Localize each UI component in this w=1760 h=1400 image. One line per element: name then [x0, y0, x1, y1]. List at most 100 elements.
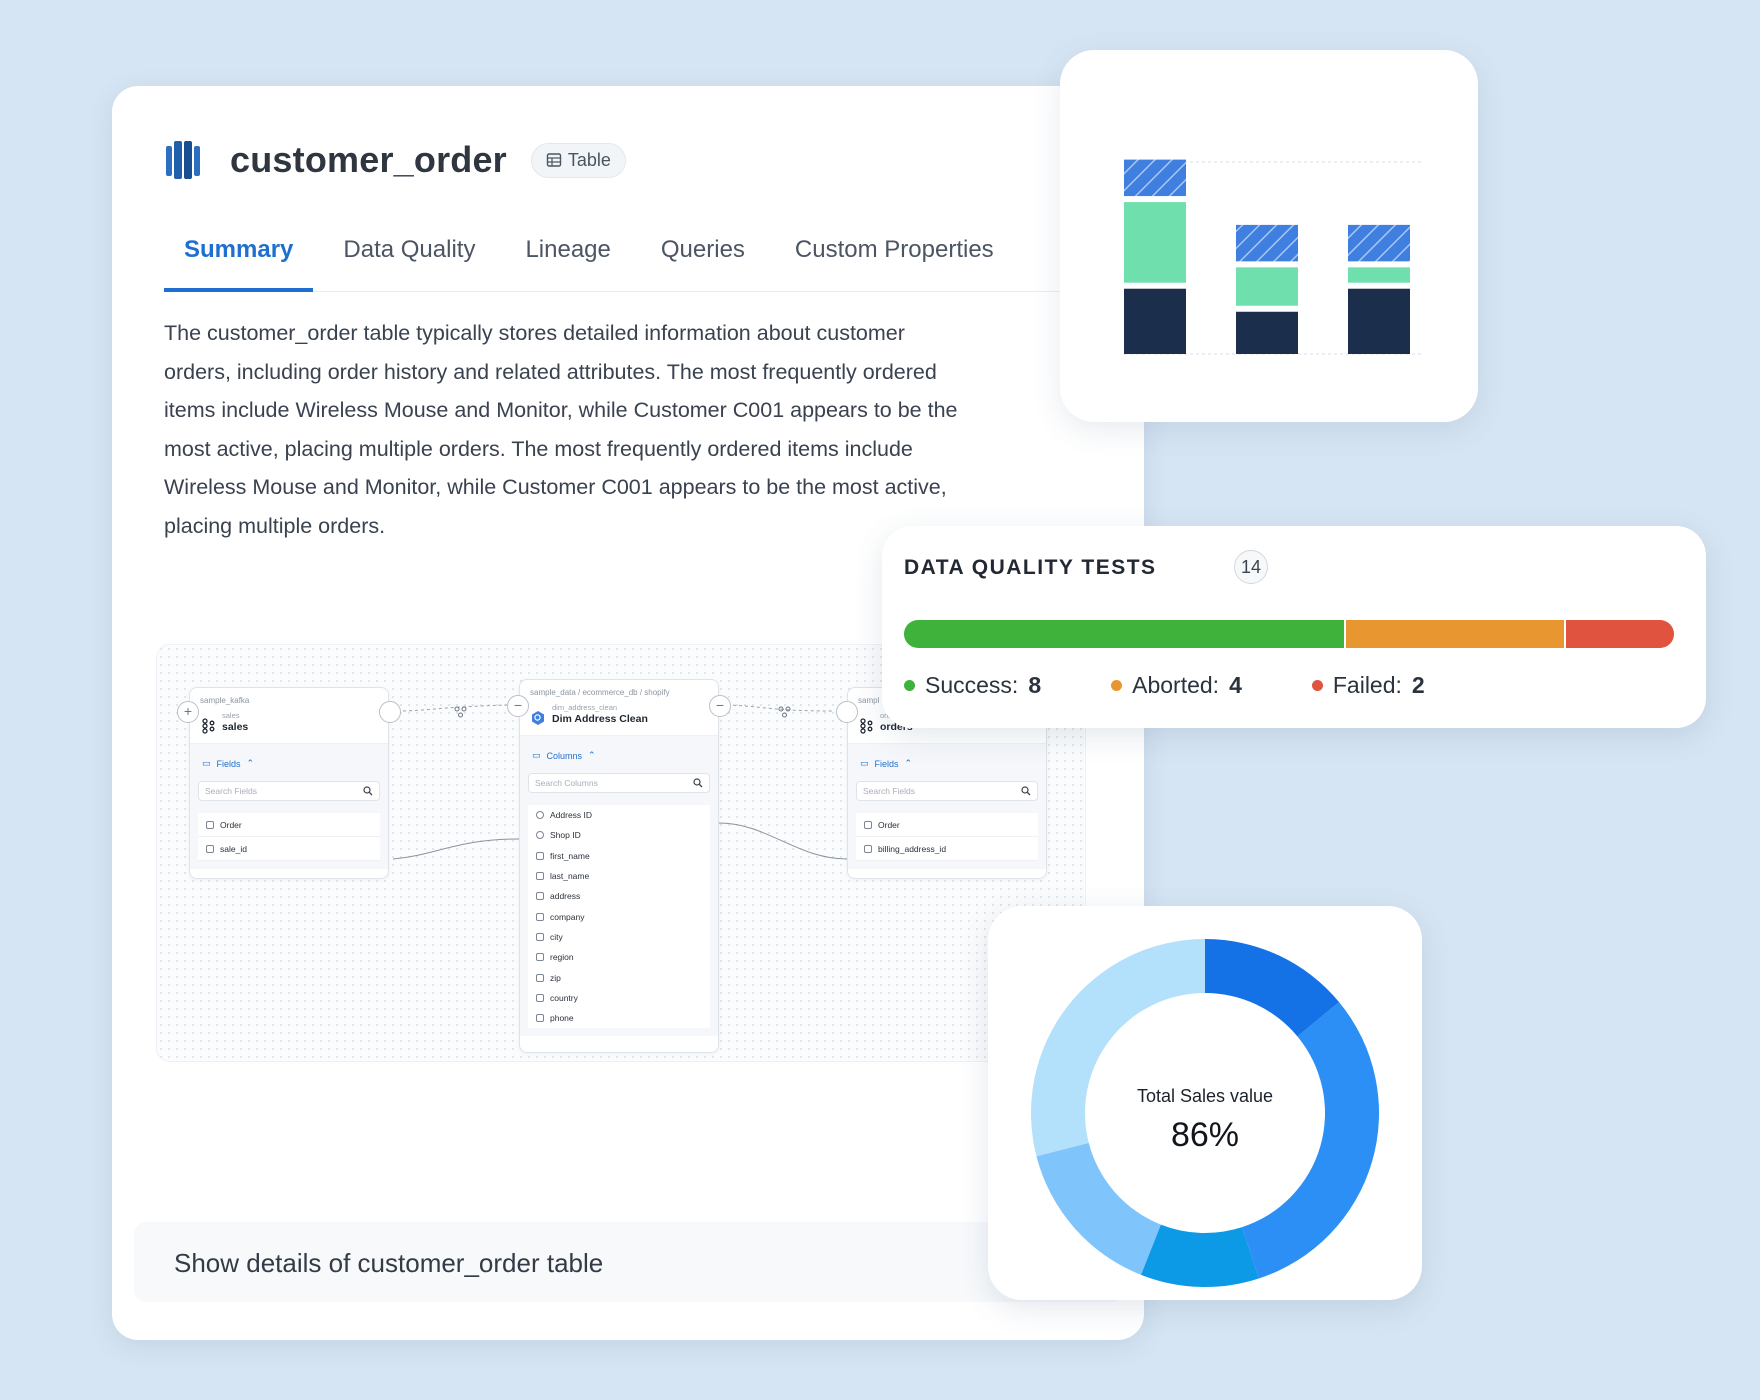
field-type-icon [206, 820, 214, 829]
bar-segment [1348, 224, 1410, 262]
legend-item-success: Success: 8 [904, 672, 1041, 699]
tab-data-quality[interactable]: Data Quality [343, 236, 476, 263]
field-type-icon [536, 851, 544, 860]
field-type-icon [536, 872, 544, 881]
node-subtitle: ord [880, 711, 891, 720]
column-row[interactable]: address [528, 886, 710, 907]
table-logo-icon [166, 141, 200, 179]
node-name: sales [222, 721, 249, 733]
data-quality-tests-card: DATA QUALITY TESTS 14 Success: 8 Aborted… [882, 526, 1706, 728]
data-quality-legend: Success: 8 Aborted: 4 Failed: 2 [904, 672, 1495, 699]
folder-icon: ▭ [860, 758, 869, 768]
column-row[interactable]: city [528, 926, 710, 948]
field-type-icon [206, 844, 214, 853]
column-row[interactable]: company [528, 906, 710, 927]
tab-queries[interactable]: Queries [660, 236, 745, 263]
tab-custom-properties[interactable]: Custom Properties [794, 236, 994, 263]
column-name: zip [550, 972, 561, 983]
prompt-text: Show details of customer_order table [174, 1248, 604, 1278]
field-type-icon [864, 844, 872, 853]
field-name: sale_id [220, 843, 247, 854]
fields-toggle-label: Fields [216, 758, 241, 769]
tab-lineage[interactable]: Lineage [525, 236, 611, 263]
donut-segment [1036, 1142, 1161, 1275]
column-row[interactable]: zip [528, 967, 710, 988]
column-name: city [550, 931, 563, 942]
legend-item-failed: Failed: 2 [1311, 672, 1425, 699]
node-subtitle: dim_address_clean [552, 703, 618, 712]
bar-segment [1348, 288, 1410, 354]
column-row[interactable]: region [528, 947, 710, 968]
collapse-downstream-button[interactable] [379, 701, 401, 723]
asset-type-chip: Table [530, 142, 626, 178]
column-name: country [550, 992, 578, 1003]
field-row[interactable]: Order [856, 813, 1038, 837]
search-icon [693, 778, 703, 788]
search-columns-input[interactable]: Search Columns [528, 773, 710, 793]
bar-segment [1124, 202, 1186, 283]
stacked-bar-chart-card [1060, 50, 1478, 422]
column-name: first_name [550, 850, 590, 861]
column-name: last_name [550, 871, 590, 882]
stacked-bar-chart [1124, 159, 1424, 355]
node-path: sample_kafka [200, 696, 250, 705]
field-type-icon [536, 973, 544, 982]
field-row[interactable]: Order [198, 813, 380, 837]
field-row[interactable]: sale_id [198, 837, 380, 861]
collapse-upstream-button[interactable]: − [507, 695, 529, 717]
field-type-icon [536, 892, 544, 901]
lineage-node-source[interactable]: sample_kafka sales sales ▭ Fields ⌃ Sear… [189, 687, 389, 879]
columns-toggle-label: Columns [546, 750, 583, 761]
column-row[interactable]: Shop ID [528, 825, 710, 846]
field-type-icon [536, 993, 544, 1002]
field-type-icon [536, 932, 544, 941]
asset-type-label: Table [567, 149, 611, 170]
column-row[interactable]: first_name [528, 845, 710, 866]
fields-toggle[interactable]: ▭ Fields ⌃ [198, 754, 380, 781]
field-name: Order [220, 819, 242, 830]
node-path: sample_data / ecommerce_db / shopify [530, 688, 670, 697]
data-quality-progress-bar [904, 620, 1674, 648]
key-icon [536, 831, 544, 840]
tab-summary[interactable]: Summary [164, 222, 314, 292]
search-fields-placeholder: Search Fields [205, 786, 257, 796]
columns-toggle[interactable]: ▭ Columns ⌃ [528, 746, 710, 773]
prompt-input[interactable]: Show details of customer_order table [134, 1222, 1124, 1302]
lineage-node-middle[interactable]: sample_data / ecommerce_db / shopify dim… [519, 679, 719, 1053]
search-fields-input[interactable]: Search Fields [856, 781, 1038, 801]
donut-segment [1140, 1224, 1259, 1287]
column-row[interactable]: country [528, 987, 710, 1008]
lineage-canvas[interactable]: sample_kafka sales sales ▭ Fields ⌃ Sear… [156, 644, 1086, 1062]
search-fields-input[interactable]: Search Fields [198, 781, 380, 801]
bar-segment [1124, 288, 1186, 354]
donut-segment [1205, 939, 1340, 1037]
asset-description: The customer_order table typically store… [164, 321, 958, 538]
donut-value: 86% [1170, 1116, 1240, 1154]
search-fields-placeholder: Search Fields [863, 786, 915, 796]
column-row[interactable]: phone [528, 1007, 710, 1029]
collapse-downstream-button[interactable]: − [709, 695, 731, 717]
chevron-up-icon: ⌃ [588, 750, 596, 760]
column-name: phone [550, 1013, 574, 1024]
column-row[interactable]: last_name [528, 865, 710, 887]
column-row[interactable]: Address ID [528, 805, 710, 826]
fields-toggle[interactable]: ▭ Fields ⌃ [856, 754, 1038, 781]
field-type-icon [536, 1014, 544, 1023]
column-name: Shop ID [550, 830, 581, 841]
aborted-dot-icon [1111, 680, 1123, 691]
data-quality-title: DATA QUALITY TESTS [904, 556, 1157, 579]
expand-upstream-button[interactable] [836, 701, 858, 723]
asset-tabs: Summary Data Quality Lineage Queries Cus… [164, 222, 1144, 292]
progress-segment [1564, 620, 1674, 648]
chevron-up-icon: ⌃ [246, 758, 255, 768]
legend-label: Aborted: [1132, 672, 1220, 698]
donut-segment [1242, 1002, 1379, 1279]
field-row[interactable]: billing_address_id [856, 837, 1038, 861]
legend-label: Success: [925, 672, 1019, 698]
legend-value: 8 [1028, 672, 1042, 698]
search-icon [1021, 786, 1031, 796]
asset-header: customer_order Table [164, 138, 626, 182]
legend-label: Failed: [1332, 672, 1402, 698]
expand-upstream-button[interactable]: + [177, 701, 199, 723]
folder-icon: ▭ [202, 758, 211, 768]
